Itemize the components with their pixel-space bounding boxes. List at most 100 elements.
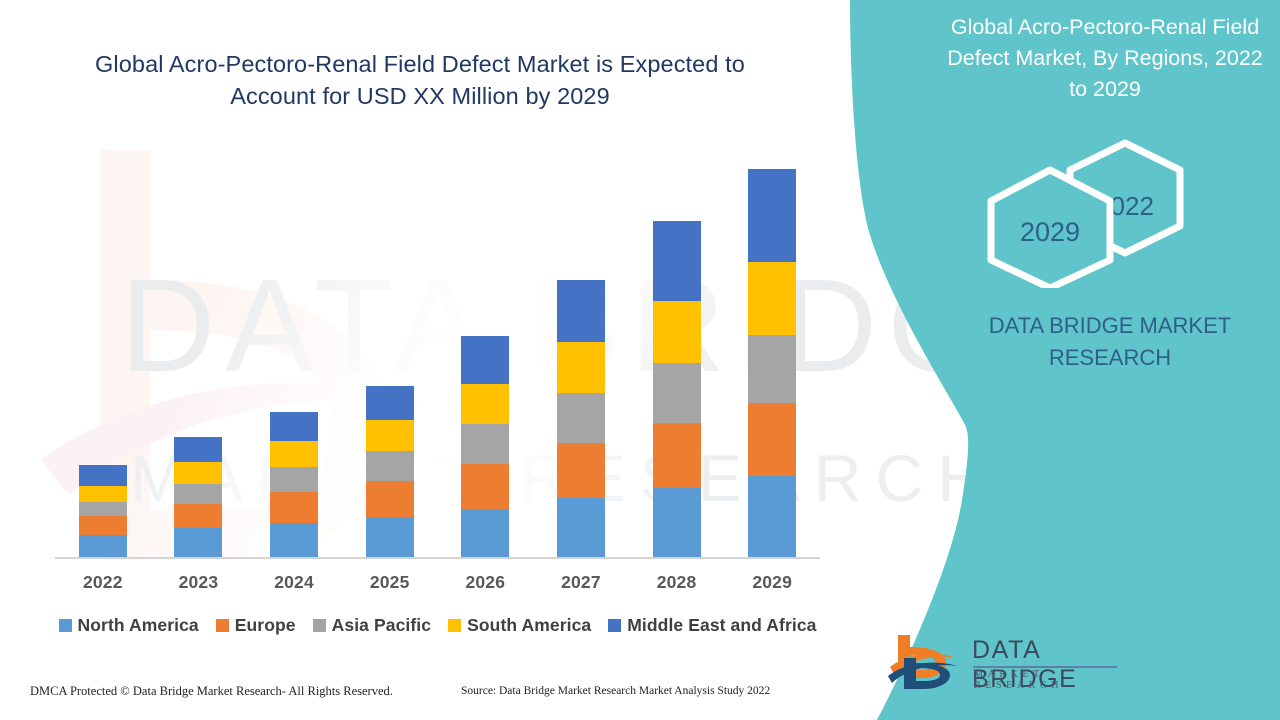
hexagon-2029-label: 2029 [1020,217,1080,247]
bar-segment [652,362,701,424]
source-note: Source: Data Bridge Market Research Mark… [461,685,771,697]
bar-segment [556,393,605,444]
legend-label: South America [467,615,592,635]
bar-segment [556,497,605,557]
bar-group-2029 [724,150,820,557]
bar-segment [365,480,414,518]
stacked-bar [365,385,414,557]
bar-segment [365,420,414,451]
bar-segment [748,475,797,557]
bar-segment [78,535,127,557]
bar-segment [174,437,223,463]
stacked-bar [652,221,701,557]
x-axis-label-2027: 2027 [561,572,601,592]
bar-group-2023 [151,150,247,557]
bar-segment [365,450,414,481]
legend-item[interactable]: North America [58,615,199,636]
bar-segment [174,527,223,557]
logo-subtitle: MARKET RESEARCH [974,669,1064,691]
bar-segment [270,441,319,468]
year-hexagons: 2022 2029 [975,138,1205,292]
copyright-notice: DMCA Protected © Data Bridge Market Rese… [30,684,393,698]
x-axis-label-2024: 2024 [274,572,314,592]
bar-group-2022 [55,150,151,557]
x-axis-label-2022: 2022 [82,572,123,592]
hexagon-2022-outline [1066,139,1184,257]
legend-swatch-icon [608,619,622,632]
bar-segment [461,383,510,425]
stacked-bar-chart [55,150,820,557]
bar-segment [174,483,223,504]
data-bridge-logo: DATA BRIDGE MARKET RESEARCH [888,632,1128,694]
legend-label: North America [77,615,199,635]
legend-label: Europe [234,615,296,635]
page-title: Global Acro-Pectoro-Renal Field Defect M… [95,51,745,110]
bar-segment [270,467,319,493]
x-axis-label-2029: 2029 [752,572,793,592]
teal-panel-shape [850,0,1280,720]
stacked-bar [461,335,510,557]
stacked-bar [270,411,319,557]
bar-segment [748,168,797,262]
bar-segment [556,280,605,343]
bar-segment [652,488,701,557]
legend-swatch-icon [312,619,326,632]
bar-group-2026 [438,150,534,557]
bar-group-2024 [246,150,342,557]
bar-segment [78,501,127,517]
bar-group-2028 [629,150,725,557]
bar-segment [461,464,510,509]
bar-segment [652,423,701,489]
legend-label: Middle East and Africa [627,615,817,635]
legend-swatch-icon [448,619,462,632]
legend-item[interactable]: South America [448,615,591,636]
legend-swatch-icon [58,619,72,632]
bar-segment [365,517,414,557]
side-panel [830,0,1280,720]
data-bridge-mark-icon [888,635,958,689]
x-axis-tick-labels: 2022 2023 2024 2025 2026 2027 2028 2029 [55,572,820,593]
stacked-bar [556,280,605,557]
bar-segment [78,516,127,536]
logo-divider [973,666,1117,668]
bar-group-2027 [533,150,629,557]
x-axis-label-2026: 2026 [465,572,506,592]
panel-brand-text: DATA BRIDGE MARKET RESEARCH [988,313,1232,370]
panel-title: Global Acro-Pectoro-Renal Field Defect M… [947,15,1263,101]
bar-segment [174,462,223,484]
bar-segment [78,465,127,487]
bar-segment [652,221,701,302]
x-axis-label-2028: 2028 [656,572,697,592]
chart-legend: North America Europe Asia Pacific South Ame… [55,615,820,636]
bar-segment [270,522,319,557]
bar-segment [748,334,797,403]
bar-segment [78,486,127,502]
bar-segment [748,402,797,476]
legend-label: Asia Pacific [331,615,432,635]
x-axis-label-2023: 2023 [178,572,219,592]
x-axis-label-2025: 2025 [369,572,410,592]
legend-item[interactable]: Asia Pacific [312,615,432,636]
legend-item[interactable]: Europe [215,615,296,636]
x-axis-line [55,557,820,559]
bar-segment [556,342,605,394]
bar-segment [748,261,797,335]
bar-segment [461,424,510,465]
logo-wordmark: DATA BRIDGE [972,636,1078,693]
stacked-bar [78,465,127,557]
bar-segment [270,492,319,523]
bar-segment [652,301,701,363]
bar-segment [556,443,605,498]
bar-segment [174,503,223,528]
bar-segment [365,385,414,421]
bar-segment [461,509,510,557]
stacked-bar [174,437,223,557]
bar-group-2025 [342,150,438,557]
bar-segment [270,411,319,442]
bar-segment [461,335,510,384]
stacked-bar [748,168,797,557]
legend-item[interactable]: Middle East and Africa [608,615,816,636]
legend-swatch-icon [215,619,229,632]
hexagon-pair-icon: 2022 2029 [987,139,1184,292]
